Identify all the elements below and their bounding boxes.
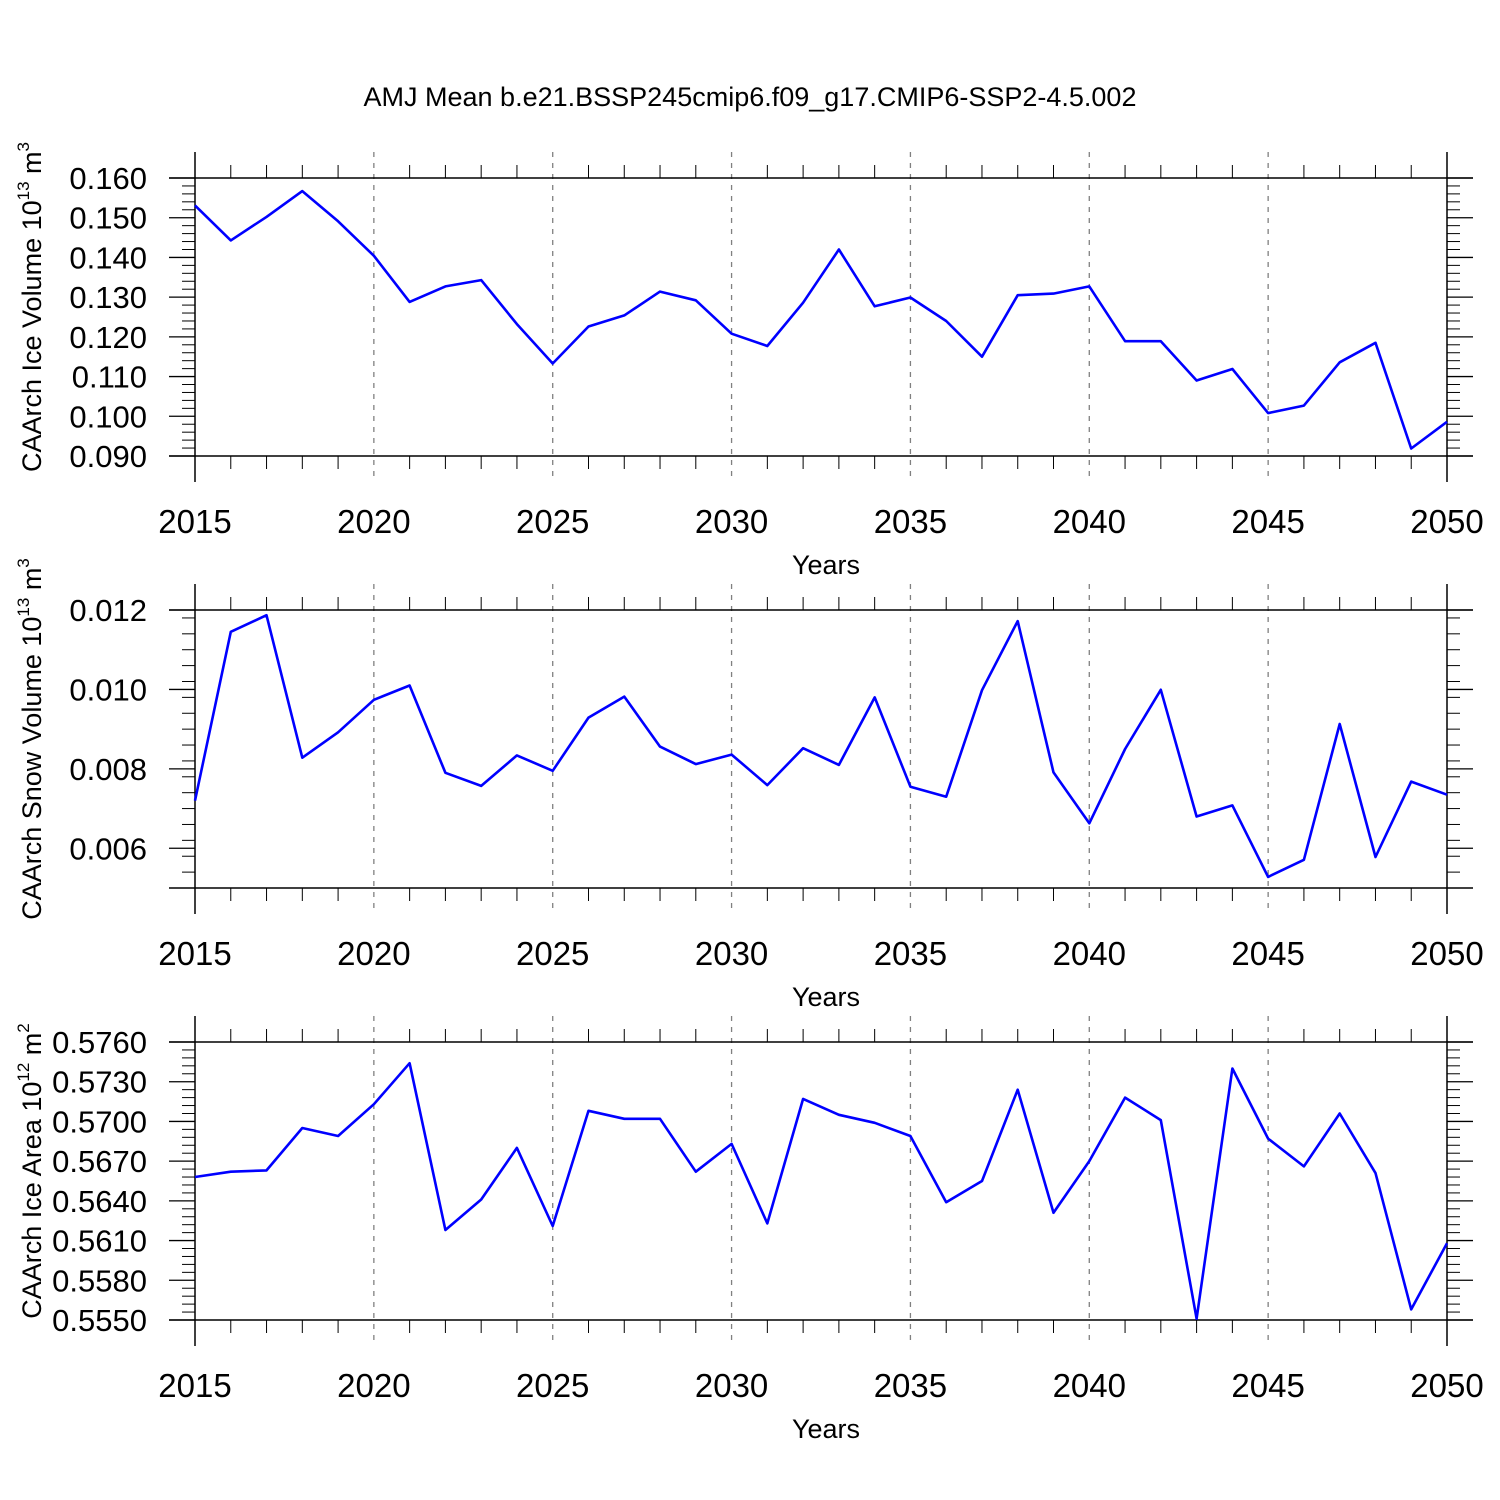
y-tick-label: 0.5700 xyxy=(52,1104,147,1139)
x-tick-label: 2035 xyxy=(874,1367,947,1404)
y-tick-label: 0.5670 xyxy=(52,1144,147,1179)
y-tick-label: 0.5550 xyxy=(52,1303,147,1338)
x-tick-label: 2015 xyxy=(158,1367,231,1404)
panel-ice-volume: 0.090 0.100 0.110 0.120 0.130 0.140 0.150 0.160… xyxy=(14,142,1484,580)
y-tick-label: 0.5760 xyxy=(52,1025,147,1060)
x-tick-label: 2025 xyxy=(516,1367,589,1404)
series-line xyxy=(194,189,1448,450)
series-line xyxy=(194,1061,1449,1320)
x-tick-label: 2035 xyxy=(874,503,947,540)
x-tick-label: 2050 xyxy=(1410,503,1483,540)
x-tick-label: 2025 xyxy=(516,935,589,972)
x-axis-label: Years xyxy=(792,550,860,580)
x-tick-label: 2050 xyxy=(1410,935,1483,972)
panel-ice-area: 0.5550 0.5580 0.5610 0.5640 0.5670 0.5700 0.57… xyxy=(14,1016,1484,1444)
x-tick-label: 2015 xyxy=(158,503,231,540)
y-tick-label: 0.130 xyxy=(69,280,147,315)
x-tick-label: 2025 xyxy=(516,503,589,540)
x-tick-label: 2015 xyxy=(158,935,231,972)
x-tick-label: 2020 xyxy=(337,1367,410,1404)
x-axis-label: Years xyxy=(792,1414,860,1444)
x-tick-label: 2050 xyxy=(1410,1367,1483,1404)
y-axis-label: CAArch Snow Volume 1013 m3 xyxy=(14,558,47,920)
x-tick-label: 2040 xyxy=(1053,503,1126,540)
x-tick-label: 2020 xyxy=(337,935,410,972)
y-tick-label: 0.100 xyxy=(69,399,147,434)
y-tick-label: 0.5610 xyxy=(52,1224,147,1259)
y-axis-label: CAArch Ice Volume 1013 m3 xyxy=(14,142,47,472)
y-axis-label: CAArch Ice Area 1012 m2 xyxy=(14,1023,47,1319)
y-tick-label: 0.5640 xyxy=(52,1184,147,1219)
x-tick-label: 2045 xyxy=(1231,503,1304,540)
x-tick-label: 2045 xyxy=(1231,935,1304,972)
y-tick-label: 0.5580 xyxy=(52,1263,147,1298)
x-tick-label: 2040 xyxy=(1053,935,1126,972)
y-tick-label: 0.090 xyxy=(69,439,147,474)
y-tick-label: 0.010 xyxy=(69,672,147,707)
y-tick-label: 0.110 xyxy=(72,360,147,395)
x-tick-label: 2030 xyxy=(695,1367,768,1404)
y-tick-label: 0.120 xyxy=(69,320,147,355)
y-tick-label: 0.150 xyxy=(69,201,147,236)
y-tick-label: 0.160 xyxy=(69,161,147,196)
y-tick-label: 0.5730 xyxy=(52,1065,147,1100)
x-tick-label: 2040 xyxy=(1053,1367,1126,1404)
x-axis-label: Years xyxy=(792,982,860,1012)
x-tick-label: 2045 xyxy=(1231,1367,1304,1404)
figure-title: AMJ Mean b.e21.BSSP245cmip6.f09_g17.CMIP… xyxy=(364,82,1137,112)
x-tick-label: 2030 xyxy=(695,935,768,972)
panel-snow-volume: 0.006 0.008 0.010 0.012 2015 2020 2025 2030 2035… xyxy=(14,558,1484,1012)
y-tick-label: 0.008 xyxy=(69,752,147,787)
x-tick-label: 2030 xyxy=(695,503,768,540)
y-tick-label: 0.012 xyxy=(69,593,147,628)
x-tick-label: 2035 xyxy=(874,935,947,972)
y-tick-label: 0.140 xyxy=(69,240,147,275)
y-tick-label: 0.006 xyxy=(69,831,147,866)
series-line xyxy=(193,613,1448,879)
x-tick-label: 2020 xyxy=(337,503,410,540)
